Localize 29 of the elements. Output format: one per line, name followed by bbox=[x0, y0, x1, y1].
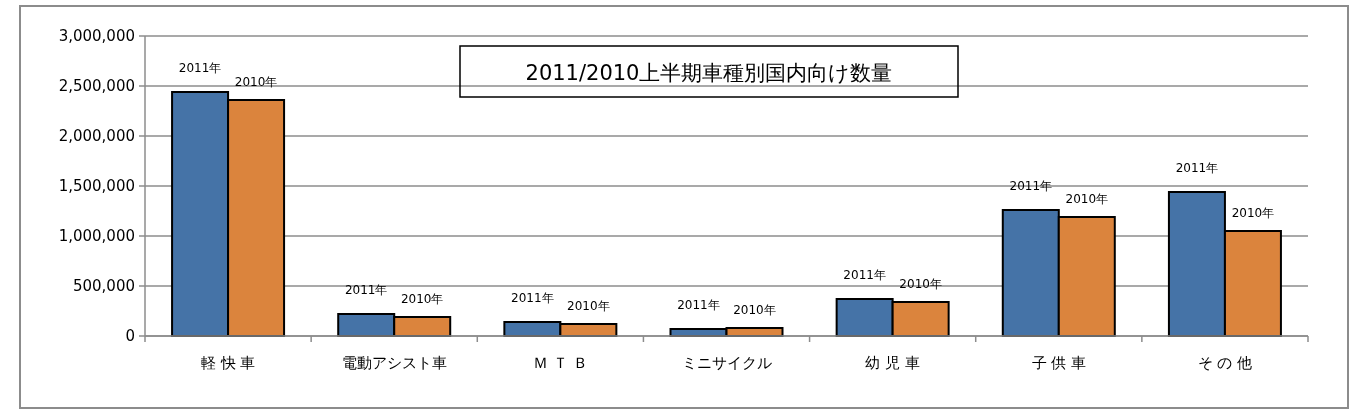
y-tick-label: 1,500,000 bbox=[58, 177, 135, 195]
text: 2011年 bbox=[843, 268, 886, 282]
x-tick-label: ミニサイクル bbox=[681, 354, 772, 372]
text: 2010年 bbox=[899, 277, 942, 291]
y-tick-label: 2,000,000 bbox=[58, 127, 135, 145]
text: 2011/2010上半期車種別国内向け数量 bbox=[525, 61, 893, 85]
text: 2011年 bbox=[1175, 161, 1219, 175]
y-tick-label: 2,500,000 bbox=[58, 77, 135, 95]
text: 2010年 bbox=[567, 299, 610, 313]
x-tick-label: 子 供 車 bbox=[1031, 354, 1087, 372]
y-tick-label: 3,000,000 bbox=[58, 27, 135, 45]
text: 2010年 bbox=[400, 292, 444, 306]
text: 2010年 bbox=[1065, 192, 1109, 206]
series-label: 2011年 bbox=[178, 61, 222, 75]
text: 2010年 bbox=[1231, 206, 1275, 220]
y-tick-label: 500,000 bbox=[72, 277, 135, 295]
series-label: 2010年 bbox=[234, 75, 278, 89]
x-tick-label: そ の 他 bbox=[1197, 354, 1253, 372]
x-tick-label: 幼 児 車 bbox=[865, 354, 920, 372]
text: 2011年 bbox=[1009, 179, 1053, 193]
text: 2011年 bbox=[677, 298, 720, 312]
y-tick-label: 1,000,000 bbox=[58, 227, 135, 245]
x-tick-label: 電動アシスト車 bbox=[341, 354, 447, 372]
y-tick-label: 0 bbox=[125, 327, 135, 345]
x-tick-label: Ｍ Ｔ Ｂ bbox=[533, 354, 588, 372]
text: 2011年 bbox=[511, 291, 554, 305]
text: 2011年 bbox=[344, 283, 388, 297]
x-tick-label: 軽 快 車 bbox=[200, 354, 256, 372]
text: 2010年 bbox=[733, 303, 776, 317]
